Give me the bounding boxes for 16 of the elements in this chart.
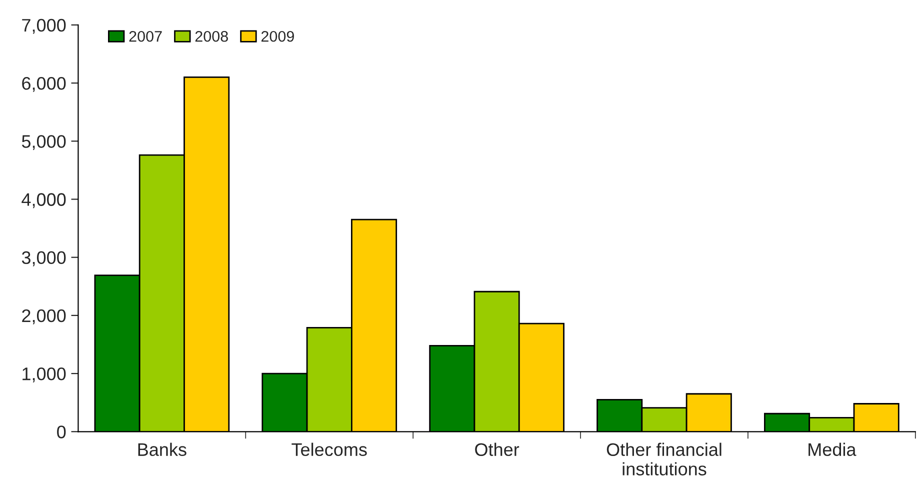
x-tick-label: Banks <box>138 442 186 456</box>
legend-label: 2007 <box>129 30 162 42</box>
legend-label: 2009 <box>261 30 294 42</box>
y-tick-label: 7,000 <box>22 18 66 34</box>
legend-label: 2008 <box>195 30 228 42</box>
x-tick-label: Media <box>808 442 856 456</box>
y-tick-label: 6,000 <box>22 76 66 92</box>
y-tick-label: 4,000 <box>22 193 66 208</box>
x-tick-label: Other financial institutions <box>606 442 722 476</box>
y-tick-label: 0 <box>57 426 66 438</box>
y-tick-label: 3,000 <box>22 251 66 266</box>
x-tick-label: Other <box>475 442 520 456</box>
x-tick-label: Telecoms <box>292 442 367 456</box>
y-tick-label: 1,000 <box>22 367 66 382</box>
y-tick-label: 2,000 <box>22 309 66 324</box>
y-tick-label: 5,000 <box>22 135 66 150</box>
